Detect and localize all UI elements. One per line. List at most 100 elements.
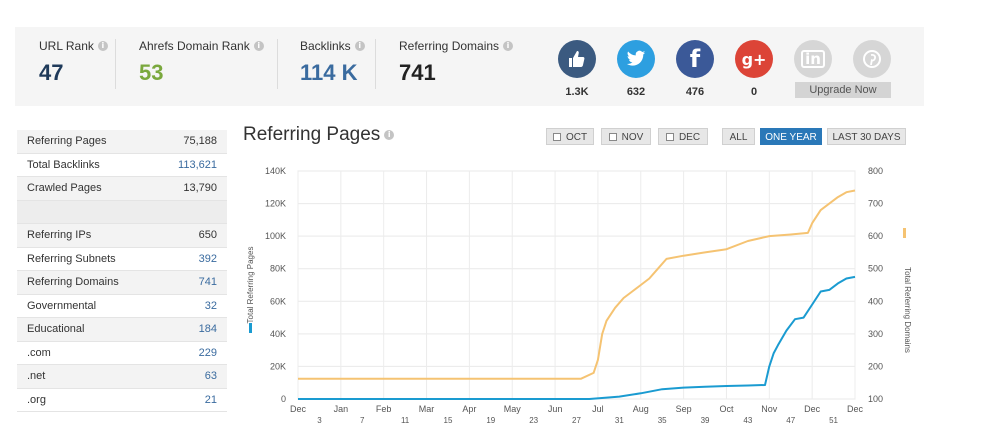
table-row: .com 229	[17, 342, 227, 365]
y2-axis-legend-swatch	[903, 228, 906, 238]
like-share[interactable]: 1.3K	[558, 40, 596, 98]
table-row-value: 75,188	[183, 135, 217, 148]
chart-axes: 0 20K 40K 60K 80K 100K 120K 140K 100 200 300 400 500…	[246, 166, 912, 423]
url-rank-value: 47	[39, 60, 64, 85]
x-tick-label: Apr	[462, 404, 476, 414]
x-tick-label: Nov	[761, 404, 778, 414]
table-row: Educational 184	[17, 318, 227, 342]
divider	[115, 39, 116, 89]
y-tick-label: 100K	[265, 231, 286, 241]
toggle-nov-label: NOV	[621, 132, 644, 143]
x-week-label: 47	[786, 416, 795, 423]
metrics-table: Referring Pages 75,188 Total Backlinks 113,…	[17, 130, 227, 412]
twitter-icon[interactable]	[617, 40, 655, 78]
chart-title-text: Referring Pages	[243, 124, 381, 145]
table-row-label: .com	[27, 346, 51, 359]
y-tick-label: 140K	[265, 166, 286, 176]
x-week-label: 51	[829, 416, 838, 423]
stats-bar: URL Rank i 47 Ahrefs Domain Rank i 53 Back…	[15, 27, 924, 106]
y-tick-label: 80K	[270, 264, 286, 274]
series-line-referring-domains	[298, 189, 856, 380]
facebook-icon[interactable]: f	[676, 40, 714, 78]
x-week-label: 7	[360, 416, 365, 423]
table-row-label: Referring Domains	[27, 276, 119, 289]
table-row-label: Crawled Pages	[27, 182, 102, 195]
checkbox-icon[interactable]	[665, 133, 674, 141]
range-last-30-days[interactable]: LAST 30 DAYS	[827, 128, 906, 145]
y-tick-label: 40K	[270, 329, 286, 339]
table-row-value[interactable]: 32	[204, 299, 217, 312]
table-row: .org 21	[17, 389, 227, 412]
toggle-dec[interactable]: DEC	[658, 128, 708, 145]
range-one-year[interactable]: ONE YEAR	[760, 128, 822, 145]
url-rank-stat: URL Rank i 47	[39, 39, 108, 86]
table-row: Total Backlinks 113,621	[17, 154, 227, 177]
chart-lines	[298, 189, 856, 400]
toggle-oct-label: OCT	[565, 132, 588, 143]
table-row-value: 650	[198, 229, 217, 242]
linkedin-share[interactable]: in	[794, 40, 832, 78]
checkbox-icon[interactable]	[608, 133, 617, 141]
series-line-referring-pages	[298, 275, 856, 400]
facebook-share[interactable]: f 476	[676, 40, 714, 98]
google-plus-share[interactable]: g+ 0	[735, 40, 773, 98]
table-row: Referring Pages 75,188	[17, 130, 227, 154]
referring-domains-value: 741	[399, 60, 436, 85]
table-row-label: Referring IPs	[27, 229, 92, 242]
toggle-oct[interactable]: OCT	[546, 128, 594, 145]
x-tick-label: Aug	[633, 404, 649, 414]
info-icon[interactable]: i	[503, 41, 514, 51]
y-axis-title: Total Referring Pages	[246, 247, 255, 324]
range-all[interactable]: ALL	[722, 128, 755, 145]
info-icon[interactable]: i	[384, 130, 395, 140]
y2-tick-label: 500	[868, 264, 883, 274]
divider	[375, 39, 376, 89]
x-week-label: 31	[615, 416, 624, 423]
backlinks-label: Backlinks	[300, 39, 351, 53]
linkedin-icon[interactable]: in	[794, 40, 832, 78]
referring-domains-label: Referring Domains	[399, 39, 500, 53]
checkbox-icon[interactable]	[552, 133, 561, 141]
twitter-count: 632	[626, 86, 646, 98]
table-row-value[interactable]: 392	[198, 252, 217, 265]
table-row: Referring Domains 741	[17, 271, 227, 295]
table-row-value[interactable]: 184	[198, 323, 217, 336]
table-row-value[interactable]: 229	[198, 346, 217, 359]
toggle-dec-label: DEC	[678, 132, 701, 143]
twitter-share[interactable]: 632	[617, 40, 655, 98]
info-icon[interactable]: i	[354, 41, 365, 51]
table-row-value[interactable]: 113,621	[178, 158, 217, 171]
info-icon[interactable]: i	[97, 41, 108, 51]
pinterest-icon[interactable]	[853, 40, 891, 78]
table-row-value[interactable]: 21	[204, 393, 217, 406]
y-axis-legend-swatch	[249, 323, 252, 333]
table-row-value[interactable]: 741	[198, 276, 217, 289]
x-tick-label: Sep	[676, 404, 692, 414]
table-row-label: .org	[27, 393, 46, 406]
table-row: Governmental 32	[17, 295, 227, 318]
table-row-value[interactable]: 63	[204, 370, 217, 383]
like-icon[interactable]	[558, 40, 596, 78]
y-tick-label: 0	[281, 394, 286, 404]
y2-axis-title: Total Referring Domains	[903, 267, 912, 353]
x-tick-label: Mar	[419, 404, 435, 414]
x-tick-label: Feb	[376, 404, 392, 414]
y-tick-label: 120K	[265, 199, 286, 209]
info-icon[interactable]: i	[253, 41, 264, 51]
x-week-label: 27	[572, 416, 581, 423]
table-row-label: Educational	[27, 323, 85, 336]
domain-rank-value: 53	[139, 60, 164, 85]
table-row: .net 63	[17, 365, 227, 389]
google-plus-icon[interactable]: g+	[735, 40, 773, 78]
google-plus-count: 0	[750, 86, 758, 98]
x-tick-label: Jun	[548, 404, 563, 414]
upgrade-now-button[interactable]: Upgrade Now	[795, 82, 891, 98]
pinterest-share[interactable]	[853, 40, 891, 78]
facebook-count: 476	[685, 86, 705, 98]
x-tick-label: May	[504, 404, 522, 414]
y2-tick-label: 400	[868, 296, 883, 306]
x-week-label: 15	[444, 416, 453, 423]
y2-tick-label: 800	[868, 166, 883, 176]
toggle-nov[interactable]: NOV	[601, 128, 651, 145]
table-row-label: Referring Subnets	[27, 252, 116, 265]
